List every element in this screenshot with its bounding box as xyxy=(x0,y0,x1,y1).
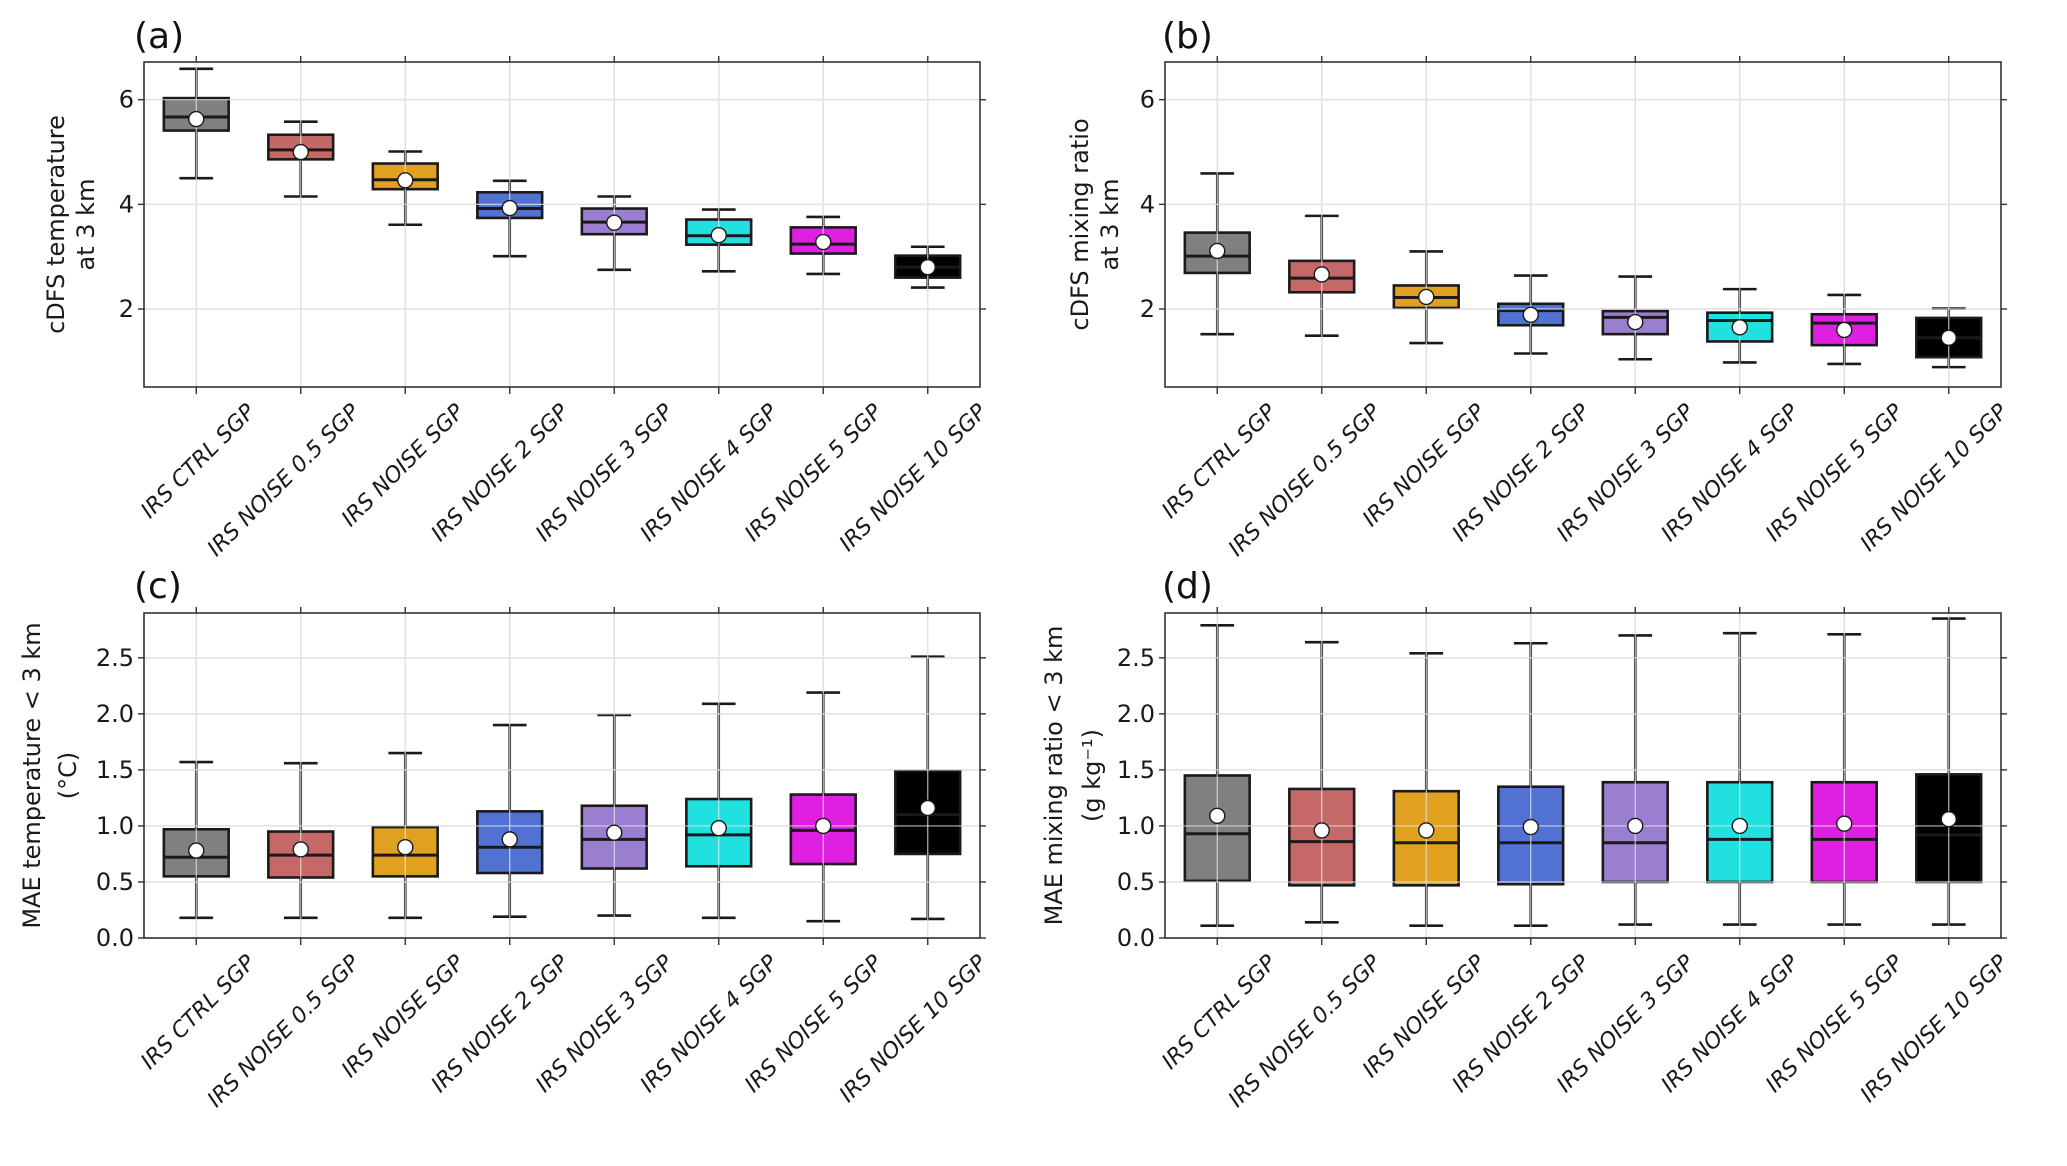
y-tick-label: 1.5 xyxy=(1117,756,1155,784)
mean-marker xyxy=(1940,329,1957,347)
y-axis-label: cDFS mixing ratio xyxy=(1066,118,1094,330)
mean-marker xyxy=(1627,817,1644,835)
grid-overlay xyxy=(144,62,980,387)
y-tick-label: 6 xyxy=(119,86,134,114)
y-tick-label: 4 xyxy=(119,190,134,218)
y-tick-label: 2 xyxy=(119,295,134,323)
panel-letter: (a) xyxy=(134,16,184,57)
mean-marker xyxy=(1627,313,1644,331)
mean-marker xyxy=(606,214,623,231)
mean-marker xyxy=(1418,288,1435,306)
grid-overlay xyxy=(144,613,980,939)
mean-marker xyxy=(1313,266,1330,283)
plot-area-frame xyxy=(1164,612,2002,939)
mean-marker xyxy=(815,817,832,835)
mean-marker xyxy=(710,227,727,244)
mean-marker xyxy=(815,233,832,251)
mean-marker xyxy=(1209,242,1226,260)
y-axis-label: cDFS temperature xyxy=(42,115,70,334)
mean-marker xyxy=(919,799,936,817)
mean-marker xyxy=(1313,822,1330,839)
mean-marker xyxy=(1731,817,1748,835)
mean-marker xyxy=(1522,306,1539,323)
y-tick-label: 1.0 xyxy=(96,812,134,840)
plot-area-frame xyxy=(143,61,981,388)
grid-lines xyxy=(1165,613,2001,939)
mean-marker xyxy=(1209,807,1226,825)
mean-marker xyxy=(292,143,309,161)
y-tick-label: 2.5 xyxy=(1117,644,1155,672)
grid-overlay xyxy=(1165,613,2001,939)
plot-area-frame xyxy=(143,612,981,939)
y-axis-label: MAE mixing ratio < 3 km xyxy=(1040,626,1068,926)
y-axis-label: MAE temperature < 3 km xyxy=(18,622,46,928)
grid-lines xyxy=(144,62,980,387)
y-axis-label: (g kg⁻¹) xyxy=(1078,729,1106,822)
y-tick-label: 6 xyxy=(1140,86,1155,114)
grid-overlay xyxy=(1165,62,2001,387)
mean-marker xyxy=(397,172,414,189)
y-tick-label: 2.5 xyxy=(96,644,134,672)
mean-marker xyxy=(501,199,518,217)
y-tick-label: 4 xyxy=(1140,190,1155,218)
plot-area-frame xyxy=(1164,61,2002,388)
y-tick-label: 0.0 xyxy=(96,924,134,952)
panel-letter: (c) xyxy=(134,566,182,607)
mean-marker xyxy=(1836,321,1853,339)
mean-marker xyxy=(1731,319,1748,336)
mean-marker xyxy=(501,831,518,848)
panel-letter: (d) xyxy=(1162,566,1213,607)
mean-marker xyxy=(397,839,414,856)
y-tick-label: 0.5 xyxy=(1117,868,1155,896)
y-tick-label: 2 xyxy=(1140,295,1155,323)
mean-marker xyxy=(1836,815,1853,832)
y-axis-label: (°C) xyxy=(54,752,82,799)
panel-letter: (b) xyxy=(1162,16,1213,57)
y-tick-label: 0.5 xyxy=(96,868,134,896)
mean-marker xyxy=(292,841,309,858)
mean-marker xyxy=(919,258,936,276)
y-tick-label: 2.0 xyxy=(96,700,134,728)
mean-marker xyxy=(188,842,205,859)
mean-marker xyxy=(1418,822,1435,839)
mean-marker xyxy=(1940,811,1957,828)
y-axis-label: at 3 km xyxy=(1096,179,1124,271)
grid-lines xyxy=(144,613,980,939)
y-tick-label: 2.0 xyxy=(1117,700,1155,728)
y-tick-label: 1.0 xyxy=(1117,812,1155,840)
mean-marker xyxy=(188,110,205,128)
mean-marker xyxy=(710,819,727,837)
y-tick-label: 1.5 xyxy=(96,756,134,784)
mean-marker xyxy=(606,824,623,841)
y-axis-label: at 3 km xyxy=(72,179,100,271)
mean-marker xyxy=(1522,818,1539,836)
y-tick-label: 0.0 xyxy=(1117,924,1155,952)
